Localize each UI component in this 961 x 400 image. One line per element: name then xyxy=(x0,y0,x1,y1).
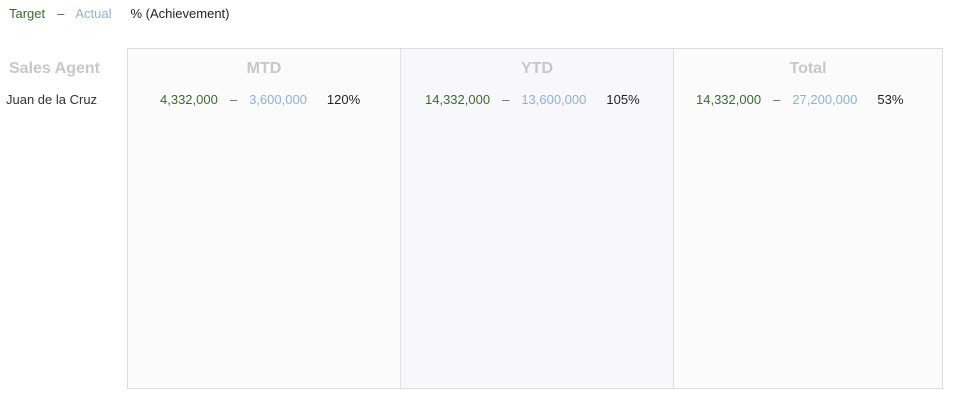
total-panel: Total 14,332,000 – 27,200,000 53% xyxy=(674,49,942,388)
mtd-actual-value: 3,600,000 xyxy=(249,92,307,107)
legend-separator: – xyxy=(57,6,65,21)
ytd-panel: YTD 14,332,000 – 13,600,000 105% xyxy=(401,49,674,388)
legend: Target – Actual % (Achievement) xyxy=(9,6,230,21)
ytd-target-value: 14,332,000 xyxy=(425,92,491,107)
mtd-target-value: 4,332,000 xyxy=(160,92,218,107)
mtd-panel: MTD 4,332,000 – 3,600,000 120% xyxy=(128,49,401,388)
total-target-value: 14,332,000 xyxy=(696,92,762,107)
total-achievement-value: 53% xyxy=(877,92,904,107)
mtd-row: 4,332,000 – 3,600,000 120% xyxy=(160,92,360,107)
legend-actual-label: Actual xyxy=(75,6,112,21)
ytd-actual-value: 13,600,000 xyxy=(521,92,587,107)
mtd-achievement-value: 120% xyxy=(326,92,361,107)
ytd-title: YTD xyxy=(521,60,553,77)
ytd-row: 14,332,000 – 13,600,000 105% xyxy=(425,92,640,107)
mtd-title: MTD xyxy=(246,60,282,77)
total-separator: – xyxy=(773,92,781,107)
total-title: Total xyxy=(789,60,827,77)
ytd-achievement-value: 105% xyxy=(606,92,640,107)
metrics-panels: MTD 4,332,000 – 3,600,000 120% YTD 14,33… xyxy=(127,48,943,389)
total-row: 14,332,000 – 27,200,000 53% xyxy=(696,92,903,107)
sales-agent-name: Juan de la Cruz xyxy=(6,92,98,107)
mtd-separator: – xyxy=(229,92,238,107)
legend-target-label: Target xyxy=(9,6,46,21)
ytd-separator: – xyxy=(502,92,510,107)
sales-agent-header: Sales Agent xyxy=(9,60,100,77)
total-actual-value: 27,200,000 xyxy=(792,92,858,107)
legend-achievement-label: % (Achievement) xyxy=(130,6,230,21)
